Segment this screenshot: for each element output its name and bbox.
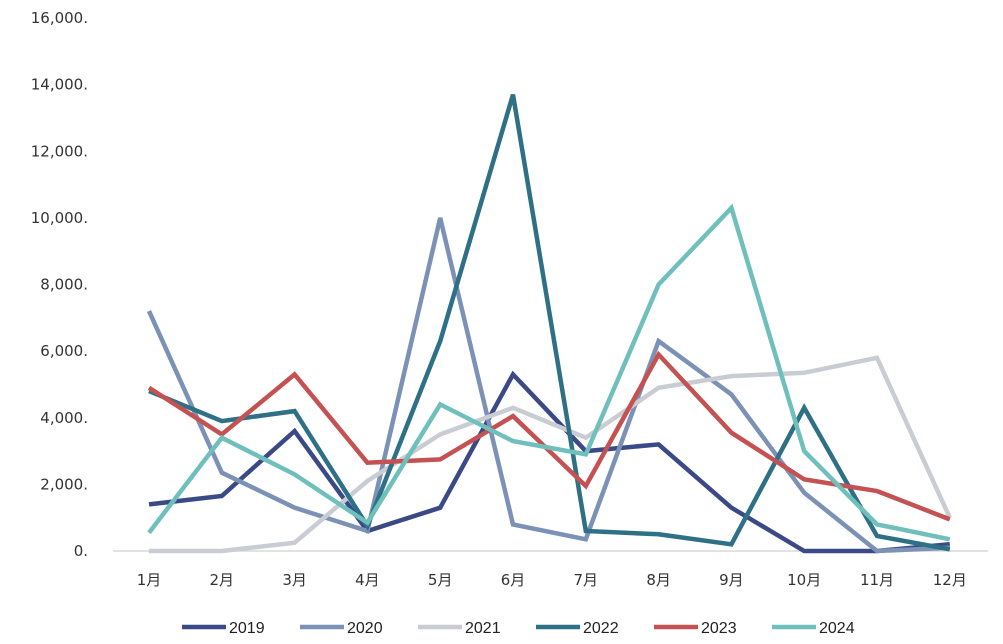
legend-label: 2020 — [347, 620, 383, 637]
x-tick-label: 6月 — [501, 571, 526, 589]
y-tick-label: 6,000. — [40, 342, 88, 360]
y-tick-label: 12,000. — [31, 142, 88, 160]
x-tick-label: 12月 — [933, 571, 967, 589]
y-tick-label: 14,000. — [31, 76, 88, 94]
legend-item-2019: 2019 — [182, 620, 265, 637]
x-tick-label: 10月 — [787, 571, 821, 589]
x-tick-label: 3月 — [282, 571, 307, 589]
series-line-2021 — [149, 355, 952, 554]
legend-label: 2023 — [701, 620, 737, 637]
y-tick-label: 16,000. — [31, 9, 88, 27]
legend-item-2021: 2021 — [418, 620, 501, 637]
legend-item-2020: 2020 — [300, 620, 383, 637]
y-tick-label: 10,000. — [31, 209, 88, 227]
y-axis-ticks: 0. 2,000. 4,000. 6,000. 8,000. 10,000. 12,000.… — [31, 9, 88, 560]
legend-item-2023: 2023 — [654, 620, 737, 637]
x-tick-label: 7月 — [574, 571, 599, 589]
series-line-2023 — [147, 350, 951, 522]
x-tick-label: 9月 — [719, 571, 744, 589]
x-tick-label: 2月 — [210, 571, 235, 589]
x-tick-label: 1月 — [137, 571, 162, 589]
y-tick-label: 0. — [74, 542, 88, 560]
legend-label: 2024 — [819, 620, 855, 637]
y-tick-label: 2,000. — [40, 475, 88, 493]
series-lines — [146, 93, 952, 554]
series-line-2019 — [148, 370, 951, 554]
series-line-2022 — [148, 93, 951, 552]
x-tick-label: 4月 — [355, 571, 380, 589]
legend-label: 2019 — [229, 620, 265, 637]
legend: 2019 2020 2021 2022 2023 2024 — [182, 620, 855, 637]
y-tick-label: 8,000. — [40, 276, 88, 294]
x-tick-label: 5月 — [428, 571, 453, 589]
legend-label: 2021 — [465, 620, 501, 637]
legend-item-2022: 2022 — [536, 620, 619, 637]
x-tick-label: 11月 — [860, 571, 894, 589]
legend-label: 2022 — [583, 620, 619, 637]
series-line-2024 — [147, 203, 951, 542]
x-axis-ticks: 1月 2月 3月 4月 5月 6月 7月 8月 9月 10月 11月 12月 — [137, 571, 967, 589]
y-tick-label: 4,000. — [40, 409, 88, 427]
legend-item-2024: 2024 — [772, 620, 855, 637]
series-line-2020 — [146, 217, 950, 554]
x-tick-label: 8月 — [646, 571, 671, 589]
